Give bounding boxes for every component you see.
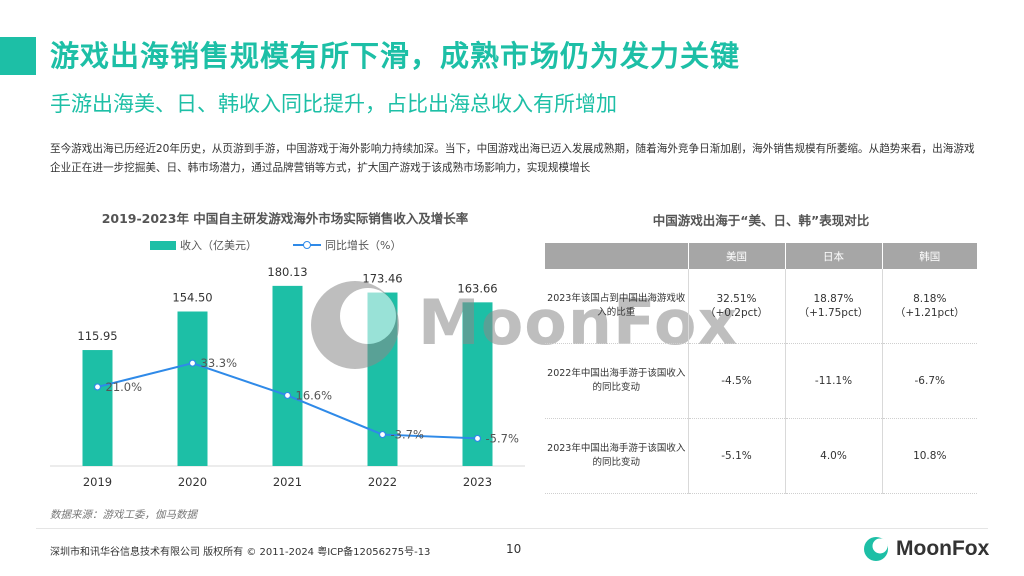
table-row: 2022年中国出海手游于该国收入的同比变动 -4.5% -11.1% -6.7% [545, 343, 977, 419]
legend-item-revenue: 收入（亿美元） [150, 237, 257, 253]
row-label: 2023年该国占到中国出海游戏收入的比重 [545, 269, 688, 344]
bar-revenue-2021 [272, 285, 303, 466]
brand-logo: MoonFox [862, 535, 989, 563]
page-number: 10 [506, 542, 522, 556]
legend-swatch-bar [150, 240, 176, 250]
bar-value-label: 180.13 [267, 265, 307, 279]
table-cell: 10.8% [881, 418, 977, 494]
table-header-korea: 韩国 [881, 243, 977, 269]
chart-legend: 收入（亿美元） 同比增长（%） [150, 237, 401, 253]
growth-point [473, 434, 482, 443]
page-subtitle: 手游出海美、日、韩收入同比提升，占比出海总收入有所增加 [50, 92, 617, 116]
brand-name: MoonFox [896, 537, 990, 560]
footer-divider [36, 528, 988, 529]
x-tick-label: 2020 [178, 475, 207, 489]
comparison-table: 美国 日本 韩国 2023年该国占到中国出海游戏收入的比重 32.51% （+0… [545, 243, 977, 494]
bar-value-label: 163.66 [457, 281, 497, 295]
legend-label-revenue: 收入（亿美元） [180, 239, 257, 252]
bar-value-label: 173.46 [362, 272, 402, 286]
table-row: 2023年该国占到中国出海游戏收入的比重 32.51% （+0.2pct） 18… [545, 269, 977, 344]
growth-point [283, 391, 292, 400]
legend-item-growth: 同比增长（%） [293, 237, 401, 253]
growth-point [93, 383, 102, 391]
growth-value-label: 21.0% [106, 380, 143, 394]
table-header-usa: 美国 [687, 243, 785, 269]
x-tick-label: 2023 [463, 475, 492, 489]
table-row: 2023年中国出海手游于该国收入的同比变动 -5.1% 4.0% 10.8% [545, 418, 977, 494]
chart-source: 数据来源：游戏工委，伽马数据 [50, 509, 197, 521]
table-cell: -6.7% [881, 343, 977, 419]
revenue-growth-chart: 115.95 2019 154.50 2020 180.13 2021 173.46 2022… [50, 265, 525, 489]
table-title: 中国游戏出海于“美、日、韩”表现对比 [652, 213, 870, 228]
table-cell: -4.5% [687, 343, 785, 419]
row-label: 2022年中国出海手游于该国收入的同比变动 [545, 343, 688, 419]
table-cell: 8.18% （+1.21pct） [881, 269, 977, 344]
table-cell: -5.1% [687, 418, 785, 494]
x-tick-label: 2019 [83, 475, 112, 489]
growth-value-label: 16.6% [296, 388, 333, 402]
table-header-blank [545, 243, 688, 269]
growth-value-label: -5.7% [486, 431, 519, 445]
bar-value-label: 115.95 [77, 329, 117, 343]
chart-title: 2019-2023年 中国自主研发游戏海外市场实际销售收入及增长率 [101, 211, 469, 226]
bar-revenue-2020 [177, 311, 208, 466]
growth-point [378, 430, 387, 439]
row-label: 2023年中国出海手游于该国收入的同比变动 [545, 418, 688, 494]
growth-value-label: 33.3% [201, 356, 238, 370]
table-header-japan: 日本 [784, 243, 882, 269]
table-cell: 32.51% （+0.2pct） [687, 269, 785, 344]
bar-revenue-2019 [82, 350, 113, 466]
intro-paragraph: 至今游戏出海已历经近20年历史，从页游到手游，中国游戏于海外影响力持续加深。当下… [50, 143, 975, 174]
table-cell: 4.0% [784, 418, 882, 494]
bar-value-label: 154.50 [172, 291, 212, 305]
table-cell: 18.87% （+1.75pct） [784, 269, 882, 344]
growth-value-label: -3.7% [391, 428, 424, 442]
title-accent-bar [0, 37, 36, 75]
x-tick-label: 2022 [368, 475, 397, 489]
moonfox-logo-icon [864, 537, 888, 561]
page-title: 游戏出海销售规模有所下滑，成熟市场仍为发力关键 [50, 39, 741, 73]
legend-swatch-line [293, 240, 321, 250]
table-cell: -11.1% [784, 343, 882, 419]
table-header-row: 美国 日本 韩国 [545, 243, 977, 269]
x-tick-label: 2021 [273, 475, 302, 489]
footer-copyright: 深圳市和讯华谷信息技术有限公司 版权所有 © 2011-2024 粤ICP备12… [50, 547, 431, 558]
legend-label-growth: 同比增长（%） [325, 239, 402, 252]
growth-point [188, 359, 197, 367]
